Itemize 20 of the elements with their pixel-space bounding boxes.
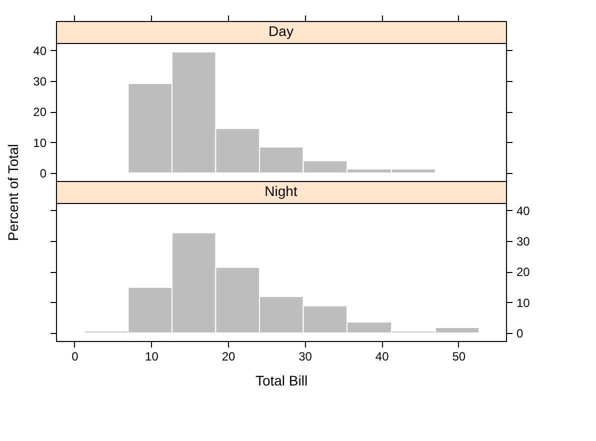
x-tick-label: 30	[298, 350, 312, 364]
x-tick-label: 20	[222, 350, 236, 364]
y-tick-label: 20	[516, 265, 530, 280]
x-tick-label: 0	[72, 350, 79, 364]
y-tick-label: 40	[33, 44, 47, 58]
y-tick-label: 30	[33, 74, 47, 89]
y-tick-label: 20	[33, 105, 47, 120]
x-tick-label: 40	[375, 350, 390, 364]
y-tick-label: 0	[40, 166, 47, 181]
y-tick-label: 10	[516, 296, 530, 310]
x-tick-label: 10	[145, 350, 159, 364]
y-tick-label: 0	[516, 326, 524, 341]
x-axis-title: Total Bill	[255, 372, 308, 388]
y-axis-title: Percent of Total	[5, 144, 22, 242]
chart-title: Day	[268, 23, 294, 39]
y-tick-label: 30	[516, 234, 530, 249]
y-tick-label: 40	[516, 204, 530, 218]
x-tick-label: 50	[452, 350, 466, 364]
y-tick-label: 10	[33, 136, 47, 150]
chart-title: Night	[264, 183, 298, 199]
